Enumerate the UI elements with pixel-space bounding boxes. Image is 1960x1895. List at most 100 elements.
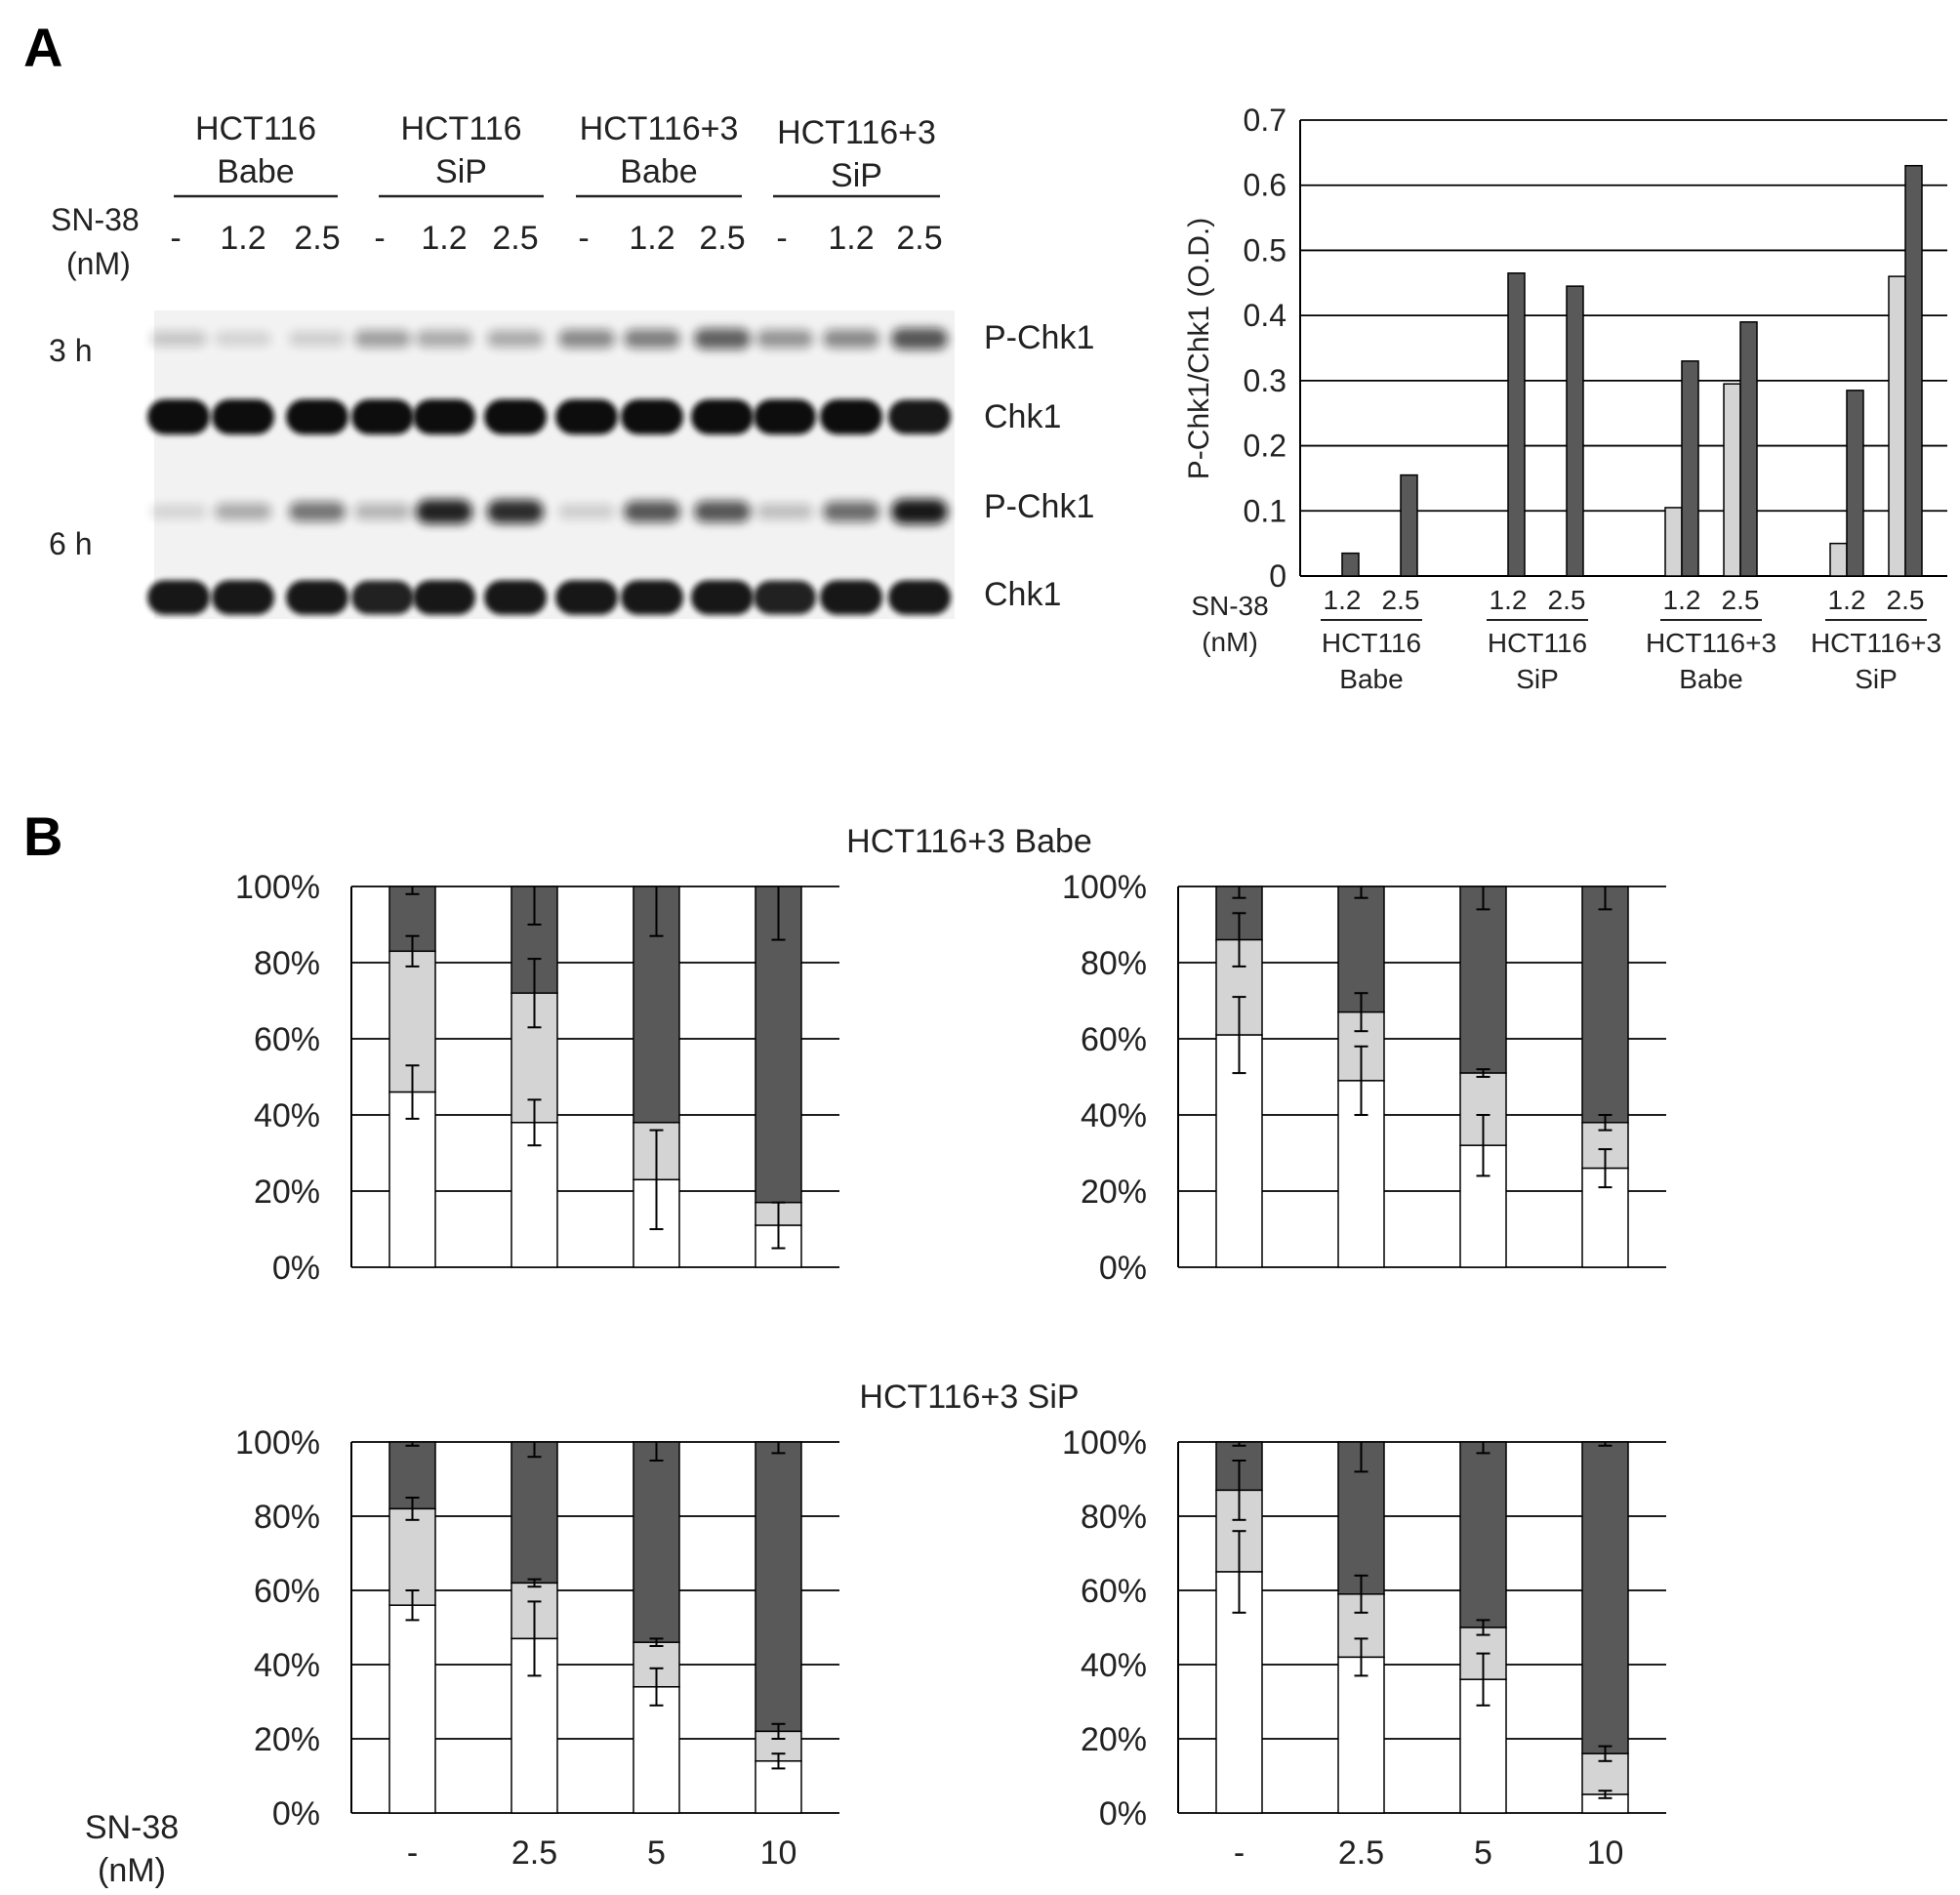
blot-band [820,580,882,615]
panel-a-label: A [23,17,62,78]
blot-group-line1: HCT116+3 [580,110,739,147]
blot-band [756,329,813,349]
blot-dose-label: 2.5 [896,220,942,257]
blot-band [621,580,683,615]
blot-band [754,580,816,615]
blot-band [555,580,618,615]
od-group-line1: HCT116+3 [1646,628,1776,658]
stacked-y-tick: 60% [1081,1573,1147,1610]
blot-row-label: Chk1 [984,576,1061,613]
blot-band [754,399,816,434]
stacked-y-tick: 0% [1099,1250,1147,1287]
od-x-tick: 2.5 [1887,585,1925,615]
blot-dose-label: - [374,220,385,257]
stacked-y-tick: 40% [1081,1647,1147,1684]
stacked-x-tick: 10 [760,1834,797,1872]
blot-dose-label: 2.5 [294,220,340,257]
stacked-y-tick: 40% [1081,1097,1147,1134]
od-bar-dark [1507,272,1526,577]
stacked-y-tick: 20% [1081,1174,1147,1211]
stacked-seg-dark [1459,1441,1507,1628]
blot-group-line2: SiP [435,153,487,190]
od-group-line1: HCT116+3 [1811,628,1941,658]
blot-row-label: P-Chk1 [984,488,1094,525]
blot-group-line1: HCT116 [400,110,521,147]
blot-band [756,503,813,520]
stacked-seg-dark [510,1441,558,1585]
blot-group-line1: HCT116 [195,110,316,147]
blot-dose-label: 1.2 [220,220,265,257]
blot-band [286,399,348,434]
blot-band [487,499,544,524]
stacked-x-tick: 2.5 [1338,1834,1384,1872]
stacked-seg-dark [1581,886,1629,1124]
od-x-tick: 1.2 [1490,585,1528,615]
blot-band [212,399,274,434]
stacked-x-tick: 10 [1587,1834,1624,1872]
stacked-seg-light [388,1507,436,1606]
stacked-seg-white [1337,1656,1385,1814]
blot-band [147,580,210,615]
stacked-y-tick: 0% [272,1250,320,1287]
blot-band [888,580,951,615]
stacked-y-tick: 20% [254,1721,320,1758]
stacked-y-tick: 60% [1081,1021,1147,1058]
blot-band [694,328,751,350]
blot-band [820,399,882,434]
blot-dose-label: 1.2 [828,220,874,257]
od-y-tick: 0.7 [1244,103,1286,138]
od-bar-light [1723,383,1741,577]
od-x-tick: 2.5 [1722,585,1760,615]
od-x-tick: 2.5 [1548,585,1586,615]
blot-dose-label: 1.2 [421,220,467,257]
stacked-x-unit: (nM) [98,1852,166,1889]
stacked-y-tick: 60% [254,1021,320,1058]
blot-band [150,504,207,519]
stacked-y-tick: 80% [1081,945,1147,982]
blot-row-label: P-Chk1 [984,319,1094,356]
od-y-tick: 0.1 [1244,493,1286,528]
stacked-y-tick: 100% [1062,869,1147,906]
stacked-y-tick: 80% [1081,1499,1147,1536]
od-y-tick: 0.6 [1244,168,1286,203]
od-bar-dark [1846,390,1864,577]
stacked-y-tick: 100% [1062,1424,1147,1462]
blot-band [354,503,411,520]
blot-dose-label: 2.5 [492,220,538,257]
stacked-y-tick: 80% [254,945,320,982]
stacked-seg-white [755,1760,802,1814]
od-bar-dark [1904,164,1923,577]
od-x-tick: 1.2 [1324,585,1362,615]
od-y-tick: 0 [1269,558,1286,594]
blot-band [691,580,754,615]
od-bar-light [1829,542,1848,577]
blot-treatment-unit: (nM) [66,246,131,281]
stacked-title: HCT116+3 Babe [846,823,1092,860]
blot-band [891,499,948,524]
blot-band [413,580,475,615]
od-y-tick: 0.3 [1244,363,1286,398]
od-y-label: P-Chk1/Chk1 (O.D.) [1183,218,1215,479]
od-group-line2: SiP [1855,664,1898,694]
od-bar-light [1888,275,1906,577]
babe-stacked-charts: HCT116+3 Babe 0% 20% 40% 60% 80% 100% 0% 20% 40% 6… [235,823,1666,1287]
od-group-line1: HCT116 [1488,628,1587,658]
blot-band [484,399,547,434]
od-y-tick: 0.5 [1244,232,1286,268]
blot-dose-label: 2.5 [699,220,745,257]
stacked-x-tick: 5 [1474,1834,1492,1872]
blot-time-6h: 6 h [49,526,92,561]
blot-band [823,329,879,349]
blot-band [289,501,346,522]
stacked-seg-white [1581,1167,1629,1268]
blot-row-label: Chk1 [984,398,1061,435]
od-bar-dark [1739,321,1758,577]
od-bar-chart: 0 0.1 0.2 0.3 0.4 0.5 0.6 0.7 P-Chk1/Chk1 (O.D.)… [1183,103,1947,694]
blot-band [691,399,754,434]
blot-band [621,399,683,434]
blot-dose-label: - [170,220,181,257]
blot-band [484,580,547,615]
od-y-tick: 0.2 [1244,429,1286,464]
od-group-line2: SiP [1516,664,1559,694]
blot-group-line2: Babe [620,153,697,190]
